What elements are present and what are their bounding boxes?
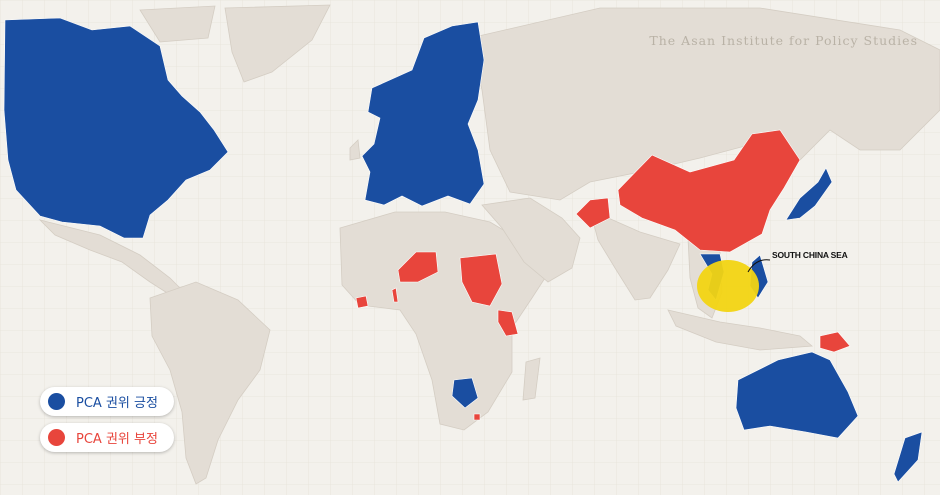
greenland xyxy=(224,4,331,83)
india xyxy=(589,209,681,301)
togo xyxy=(391,287,399,303)
land-negative xyxy=(355,129,851,421)
afghanistan xyxy=(575,197,611,229)
south-america xyxy=(149,281,271,485)
uk-ireland-gray xyxy=(349,139,361,161)
legend-label-negative: PCA 권위 부정 xyxy=(76,432,158,447)
map-credit: The Asan Institute for Policy Studies xyxy=(649,33,918,48)
botswana xyxy=(451,377,479,409)
arctic-islands xyxy=(139,5,216,43)
legend-item-negative: PCA 권위 부정 xyxy=(40,423,174,452)
new-zealand xyxy=(893,431,923,483)
europe xyxy=(361,21,485,207)
liberia xyxy=(355,295,369,309)
kenya xyxy=(497,309,519,337)
north-america xyxy=(3,17,229,239)
lesotho xyxy=(473,413,481,421)
south-china-sea-label: SOUTH CHINA SEA xyxy=(772,250,848,260)
papua-new-guinea xyxy=(819,331,851,353)
legend-dot-negative xyxy=(48,429,65,446)
middle-east xyxy=(481,197,581,283)
sudan xyxy=(459,253,503,307)
land-positive xyxy=(3,17,923,483)
niger xyxy=(397,251,439,283)
legend-dot-positive xyxy=(48,393,65,410)
legend-label-positive: PCA 권위 긍정 xyxy=(76,396,158,411)
madagascar xyxy=(522,357,541,401)
australia xyxy=(735,351,859,439)
indonesia xyxy=(667,309,814,351)
south-china-sea-area xyxy=(697,260,759,312)
legend-item-positive: PCA 권위 긍정 xyxy=(40,387,174,416)
south-china-sea-pointer xyxy=(747,259,771,273)
japan xyxy=(785,167,833,221)
china xyxy=(617,129,801,253)
